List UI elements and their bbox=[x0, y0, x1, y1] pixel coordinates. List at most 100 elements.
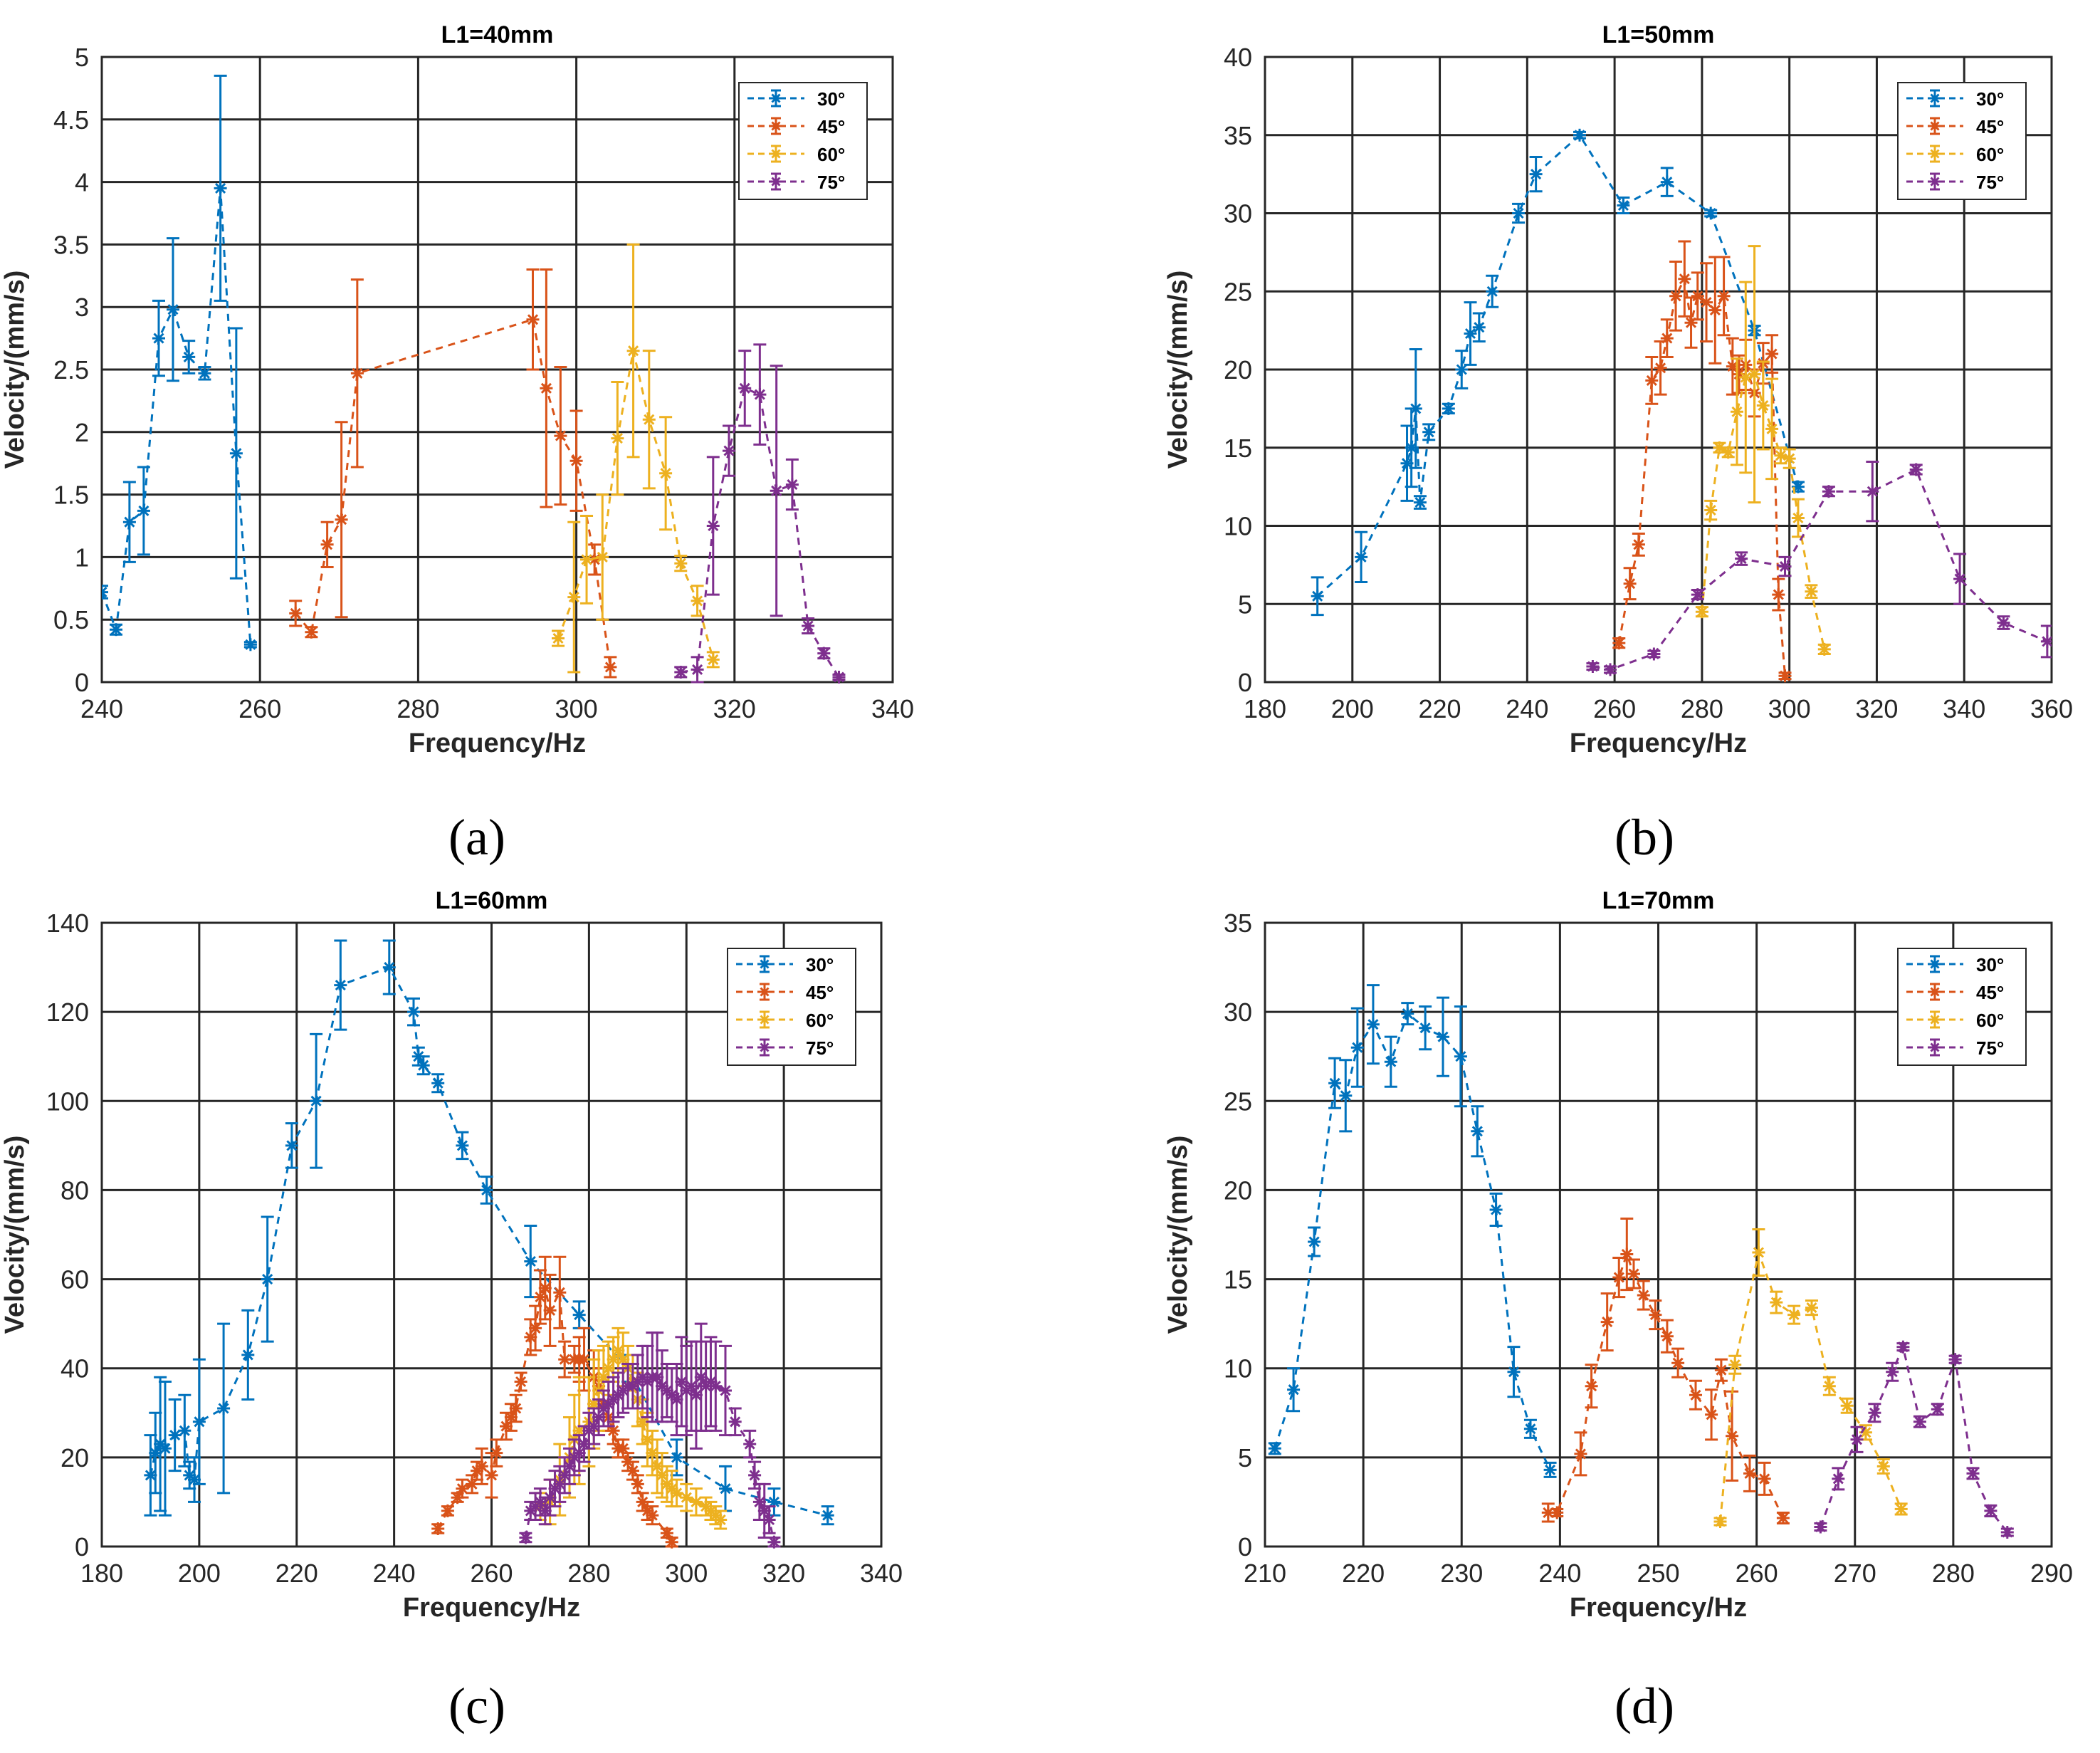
data-point bbox=[691, 663, 704, 676]
x-axis-label-b: Frequency/Hz bbox=[1570, 728, 1747, 758]
data-point bbox=[1704, 206, 1718, 220]
x-tick-label: 260 bbox=[470, 1559, 513, 1588]
data-point bbox=[1931, 1403, 1944, 1416]
data-point bbox=[1585, 1379, 1598, 1393]
data-point bbox=[1339, 1089, 1353, 1102]
data-point bbox=[229, 446, 243, 460]
data-point bbox=[188, 1473, 201, 1487]
panel-caption-c: (c) bbox=[448, 1678, 505, 1734]
data-point bbox=[1660, 1329, 1674, 1343]
data-point bbox=[587, 1420, 601, 1433]
series-d-3 bbox=[1713, 1228, 1908, 1528]
data-point bbox=[102, 585, 108, 599]
chart-panel-d: 210 220 230 240 250 260 270 280 290 0 5 10 15 20 25 30 3… bbox=[1163, 887, 2073, 1623]
data-point bbox=[674, 666, 688, 679]
chart-title-c: L1=60mm bbox=[436, 887, 548, 914]
chart-panel-a: 240 260 280 300 320 340 0 0.5 1 1.5 2 2.5 3 3.5 4 4.5 5 L… bbox=[0, 21, 914, 758]
data-point bbox=[685, 1379, 698, 1393]
y-tick-label: 10 bbox=[1224, 512, 1252, 541]
legend-entry: 75° bbox=[747, 172, 845, 193]
x-tick-label: 340 bbox=[1943, 694, 1985, 723]
x-tick-label: 180 bbox=[1244, 694, 1286, 723]
data-point bbox=[714, 1513, 728, 1527]
panel-caption-b: (b) bbox=[1615, 809, 1674, 866]
data-point bbox=[1713, 1515, 1727, 1528]
data-point bbox=[1691, 588, 1704, 602]
data-point bbox=[659, 466, 673, 480]
data-point bbox=[1574, 1447, 1587, 1460]
data-point bbox=[1743, 1467, 1756, 1480]
x-axis-label-d: Frequency/Hz bbox=[1570, 1593, 1747, 1623]
x-tick-label: 320 bbox=[713, 694, 756, 723]
data-point bbox=[335, 513, 348, 526]
data-point bbox=[456, 1139, 469, 1152]
x-tick-label: 220 bbox=[1419, 694, 1461, 723]
data-point bbox=[689, 1495, 703, 1509]
y-tick-label: 20 bbox=[61, 1443, 89, 1472]
x-tick-label: 240 bbox=[1506, 694, 1548, 723]
data-point bbox=[1691, 289, 1704, 303]
y-tick-label: 2 bbox=[75, 418, 89, 447]
x-tick-label: 230 bbox=[1440, 1559, 1483, 1588]
data-point bbox=[691, 594, 704, 607]
y-tick-label: 2.5 bbox=[53, 355, 89, 384]
data-point bbox=[320, 538, 334, 551]
data-point bbox=[1783, 452, 1796, 466]
legend-entry: 60° bbox=[1906, 1010, 2004, 1031]
legend-entry: 30° bbox=[1906, 88, 2004, 110]
data-point bbox=[137, 504, 150, 518]
data-point bbox=[675, 1375, 688, 1388]
data-point bbox=[533, 1290, 547, 1304]
data-point bbox=[168, 1428, 182, 1442]
legend-entry: 30° bbox=[747, 88, 845, 110]
data-point bbox=[1543, 1463, 1557, 1477]
data-point bbox=[1705, 1408, 1718, 1421]
x-tick-label: 250 bbox=[1637, 1559, 1679, 1588]
data-point bbox=[767, 1535, 781, 1549]
legend-label: 60° bbox=[1976, 144, 2004, 165]
y-tick-label: 0 bbox=[1238, 668, 1252, 697]
legend-box bbox=[1897, 82, 2027, 200]
x-tick-label: 300 bbox=[555, 694, 598, 723]
y-tick-label: 4 bbox=[75, 168, 89, 197]
data-point bbox=[1384, 1055, 1397, 1069]
data-point bbox=[738, 382, 752, 395]
data-point bbox=[1721, 446, 1735, 459]
data-point bbox=[178, 1424, 191, 1438]
y-tick-label: 15 bbox=[1224, 434, 1252, 463]
data-point bbox=[1507, 1365, 1521, 1378]
data-point bbox=[719, 1482, 732, 1495]
y-tick-label: 35 bbox=[1224, 909, 1252, 938]
legend-box bbox=[738, 82, 868, 200]
data-point bbox=[1886, 1365, 1899, 1378]
series-line bbox=[1719, 1248, 1903, 1522]
axes-box-d bbox=[1264, 921, 2053, 1548]
y-tick-label: 1 bbox=[75, 543, 89, 572]
series-c-2 bbox=[431, 1255, 678, 1549]
legend-label: 45° bbox=[817, 116, 845, 137]
data-point bbox=[728, 1415, 742, 1428]
y-tick-label: 5 bbox=[1238, 590, 1252, 619]
y-tick-label: 140 bbox=[46, 909, 89, 938]
data-point bbox=[514, 1375, 527, 1388]
data-point bbox=[110, 623, 122, 637]
data-point bbox=[1620, 1247, 1634, 1261]
data-point bbox=[519, 1531, 532, 1544]
legend-entry: 30° bbox=[736, 954, 834, 975]
data-point bbox=[1814, 1520, 1827, 1534]
data-point bbox=[1689, 1388, 1702, 1402]
legend-label: 75° bbox=[817, 172, 845, 193]
data-point bbox=[670, 1450, 683, 1464]
data-point bbox=[592, 1411, 606, 1424]
data-point bbox=[167, 303, 179, 316]
data-point bbox=[1454, 1050, 1467, 1063]
legend-label: 60° bbox=[806, 1010, 834, 1031]
data-point bbox=[604, 660, 617, 674]
data-point bbox=[646, 1509, 659, 1522]
legend-c: 30° 45° 60° 75° bbox=[727, 948, 856, 1066]
data-point bbox=[350, 367, 364, 380]
legend-b: 30° 45° 60° 75° bbox=[1897, 82, 2027, 200]
data-point bbox=[1617, 199, 1630, 212]
data-point bbox=[1409, 402, 1422, 415]
legend-label: 75° bbox=[1976, 1037, 2004, 1059]
